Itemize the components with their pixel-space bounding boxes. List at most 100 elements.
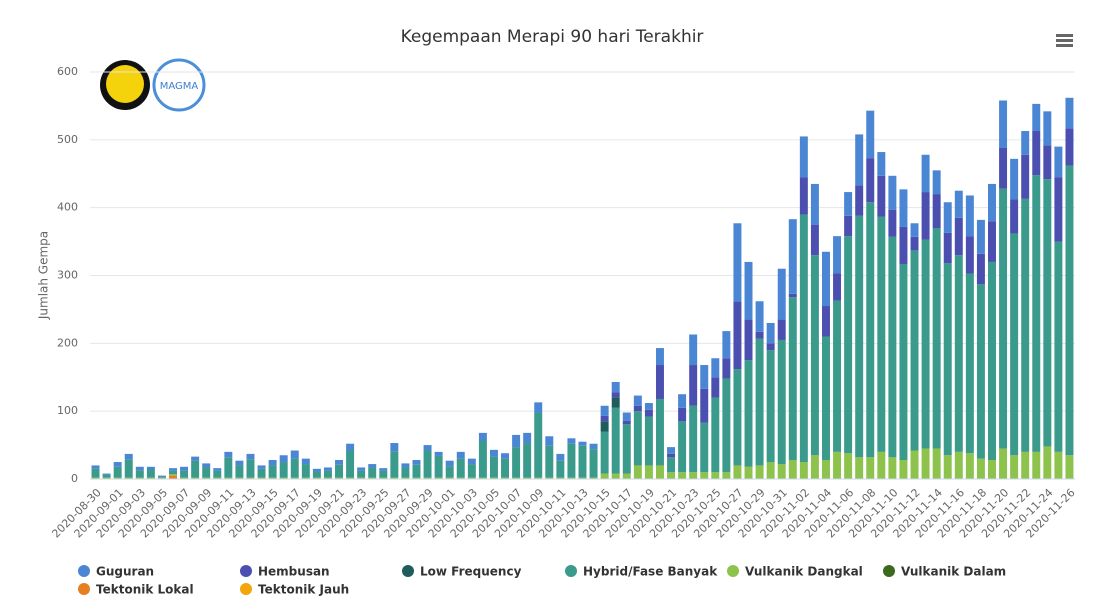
bar-segment — [899, 460, 908, 479]
bar-segment — [235, 465, 244, 478]
bar-segment — [124, 459, 133, 478]
bar-segment — [833, 451, 842, 479]
bar-segment — [246, 477, 255, 479]
bar-segment — [755, 338, 764, 466]
bar-segment — [1043, 446, 1052, 479]
bar-segment — [146, 466, 155, 470]
bar-segment — [401, 477, 410, 479]
bar-segment — [412, 477, 421, 479]
bar-segment — [788, 293, 797, 298]
legend-item[interactable]: Low Frequency — [402, 565, 522, 579]
bar-segment — [379, 477, 388, 479]
y-tick-label: 400 — [57, 201, 78, 214]
bar-segment — [390, 443, 399, 452]
bar-segment — [578, 445, 587, 478]
legend-item[interactable]: Guguran — [78, 565, 154, 579]
bar-segment — [722, 331, 731, 359]
bar-segment — [534, 477, 543, 479]
bar-segment — [169, 468, 177, 471]
bar-segment — [744, 360, 753, 467]
bar-segment — [290, 477, 299, 479]
bar-segment — [611, 473, 620, 479]
bar-segment — [401, 467, 410, 478]
bar-segment — [954, 255, 963, 452]
legend-label: Tektonik Jauh — [258, 583, 349, 597]
bar-segment — [523, 477, 532, 479]
bar-segment — [323, 470, 332, 478]
menu-bar — [1056, 44, 1073, 47]
bar-segment — [622, 473, 631, 479]
menu-icon[interactable] — [1056, 34, 1073, 47]
bar-segment — [932, 228, 941, 449]
bar-segment — [733, 465, 742, 479]
legend-item[interactable]: Tektonik Lokal — [78, 583, 194, 597]
bar-segment — [733, 223, 742, 302]
bar-segment — [999, 147, 1008, 189]
bar-segment — [1065, 455, 1074, 479]
bar-segment — [799, 177, 808, 215]
bar-segment — [434, 477, 443, 479]
bar-segment — [478, 441, 487, 478]
legend-swatch — [240, 583, 252, 595]
bar-segment — [988, 261, 996, 461]
bar-segment — [611, 392, 620, 398]
legend-item[interactable]: Vulkanik Dalam — [883, 565, 1006, 579]
bar-segment — [91, 468, 100, 478]
bar-segment — [988, 460, 996, 479]
bar-segment — [866, 457, 875, 479]
bar-segment — [844, 453, 853, 479]
bar-segment — [423, 477, 432, 479]
bar-segment — [965, 195, 974, 237]
bar-segment — [866, 202, 875, 458]
legend-item[interactable]: Vulkanik Dangkal — [727, 565, 863, 579]
bar-segment — [335, 477, 344, 479]
legend-label: Guguran — [96, 565, 154, 579]
bar-segment — [268, 460, 277, 466]
bar-segment — [279, 462, 288, 478]
bar-segment — [478, 477, 487, 479]
bar-segment — [1065, 97, 1074, 129]
bar-segment — [157, 476, 166, 478]
bar-segment — [346, 477, 355, 479]
legend-item[interactable]: Tektonik Jauh — [240, 583, 349, 597]
bar-segment — [1043, 111, 1052, 146]
bar-segment — [766, 350, 775, 463]
bar-segment — [722, 378, 731, 473]
bar-segment — [224, 477, 233, 479]
bar-segment — [689, 405, 698, 473]
legend-label: Vulkanik Dangkal — [745, 565, 863, 579]
bar-segment — [512, 447, 521, 478]
bar-segment — [467, 458, 476, 465]
bar-segment — [910, 236, 919, 251]
bar-segment — [689, 472, 698, 479]
bar-segment — [633, 405, 642, 412]
bar-segment — [180, 470, 189, 478]
bar-segment — [999, 188, 1008, 449]
bar-segment — [821, 251, 830, 307]
bar-segment — [711, 358, 720, 378]
y-tick-label: 600 — [57, 65, 78, 78]
bar-segment — [368, 464, 377, 468]
legend-item[interactable]: Hembusan — [240, 565, 330, 579]
bar-segment — [766, 462, 775, 479]
bar-segment — [788, 297, 797, 461]
bar-segment — [489, 449, 498, 457]
bar-segment — [1021, 198, 1030, 452]
bar-segment — [611, 407, 620, 474]
bar-segment — [921, 448, 930, 479]
bar-segment — [1032, 451, 1041, 479]
bar-segment — [976, 458, 985, 479]
bar-segment — [932, 170, 941, 195]
bar-segment — [1054, 177, 1063, 242]
bar-segment — [202, 467, 211, 478]
bar-segment — [135, 470, 144, 478]
bar-segment — [744, 261, 753, 320]
legend-item[interactable]: Hybrid/Fase Banyak — [565, 565, 718, 579]
bar-segment — [534, 402, 543, 413]
menu-bar — [1056, 34, 1073, 37]
bar-segment — [766, 322, 775, 344]
bar-segment — [445, 466, 454, 478]
bar-segment — [866, 110, 875, 159]
chart-title: Kegempaan Merapi 90 hari Terakhir — [401, 27, 704, 47]
